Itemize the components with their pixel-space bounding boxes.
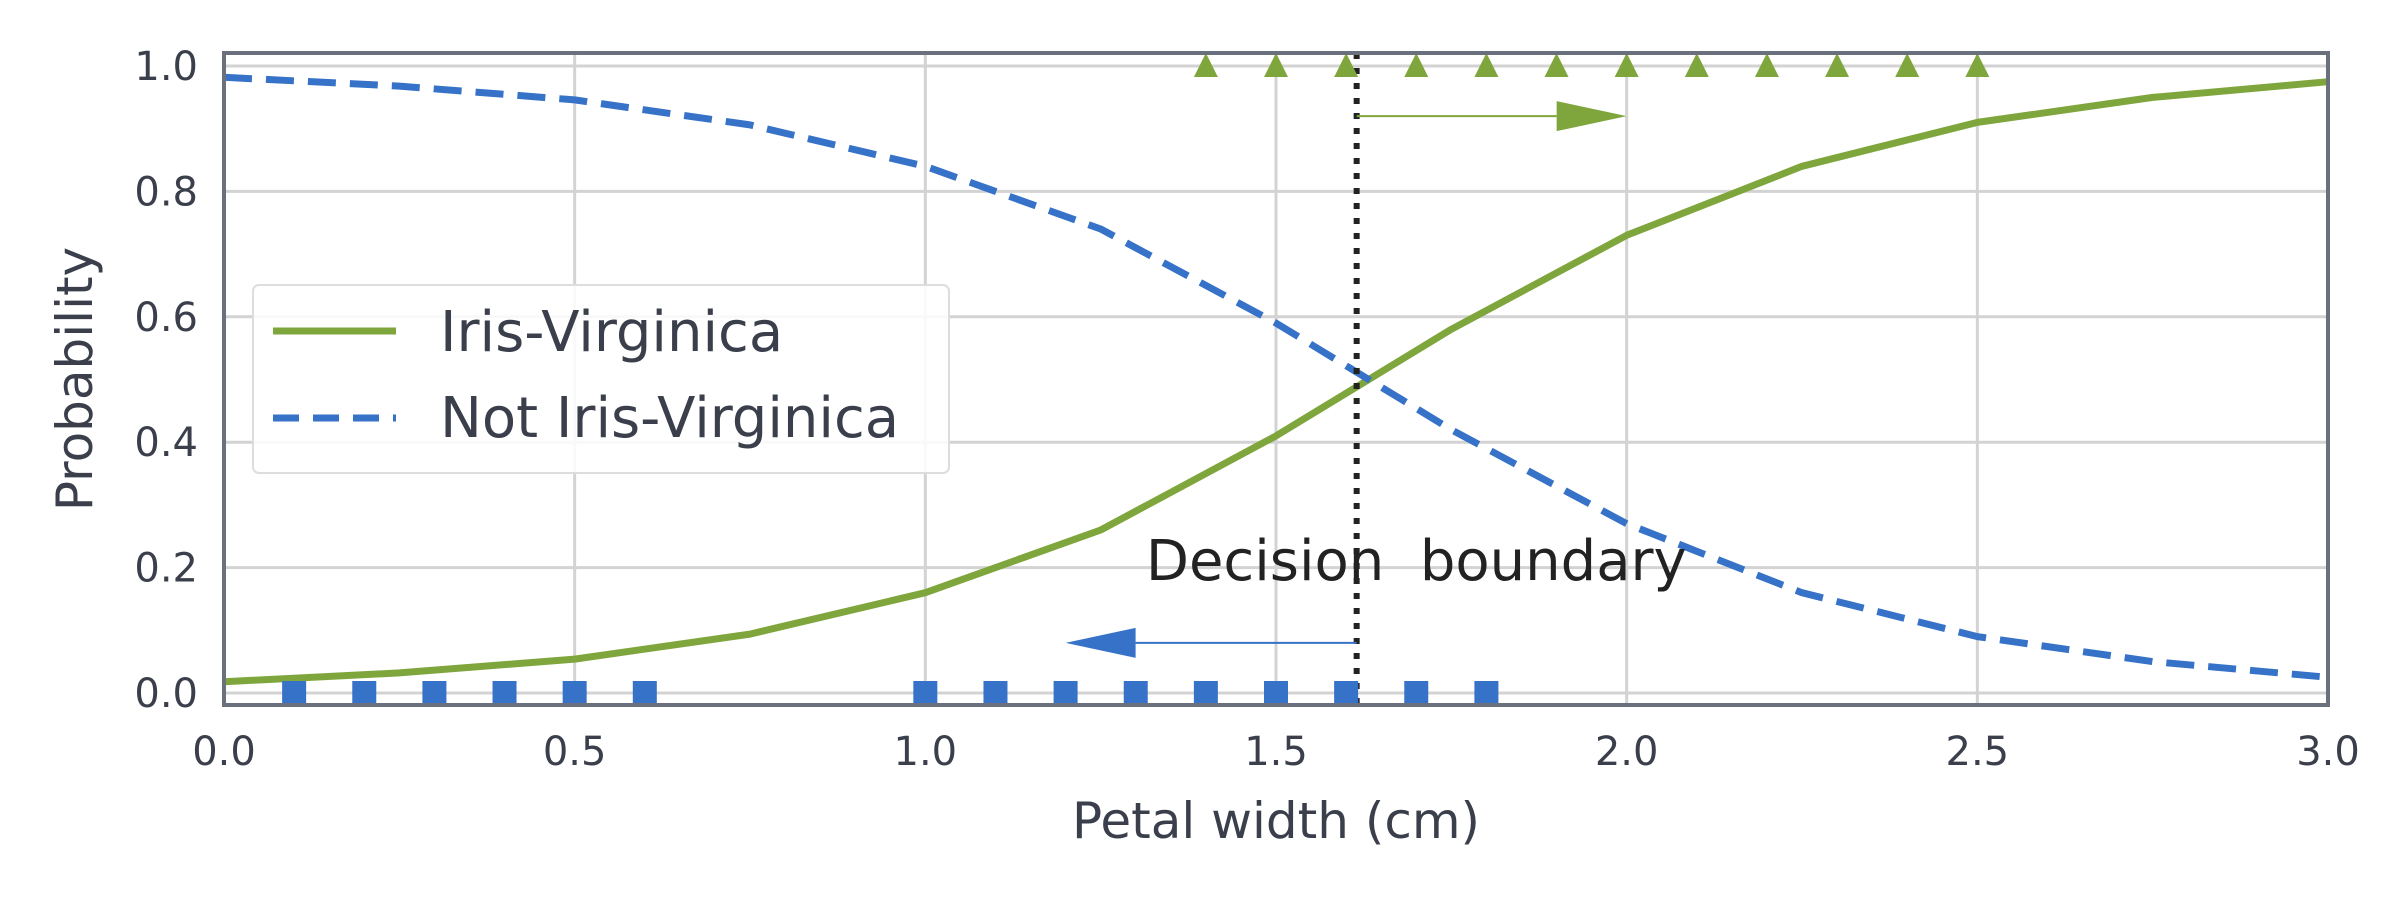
not-virginica-sample-marker	[352, 681, 377, 705]
virginica-sample-marker	[1544, 53, 1569, 77]
y-tick-label: 0.0	[134, 671, 198, 717]
not-virginica-sample-marker	[422, 681, 447, 705]
y-axis-label: Probability	[46, 247, 104, 511]
virginica-sample-marker	[1754, 53, 1779, 77]
not-virginica-sample-marker	[1264, 681, 1288, 705]
not-virginica-sample-marker	[1334, 681, 1359, 705]
virginica-sample-marker	[1684, 53, 1709, 77]
not-virginica-sample-marker	[562, 681, 587, 705]
not-virginica-sample-marker	[1404, 681, 1429, 705]
legend-label-virginica: Iris-Virginica	[440, 300, 783, 365]
arrow-head-left	[1065, 627, 1136, 658]
legend: Iris-Virginica Not Iris-Virginica	[252, 284, 950, 474]
x-tick-label: 2.0	[1595, 729, 1659, 775]
not-virginica-sample-marker	[1123, 681, 1148, 705]
legend-box	[252, 284, 950, 474]
virginica-sample-marker	[1474, 53, 1499, 77]
not-virginica-sample-marker	[1474, 681, 1499, 705]
x-tick-label: 0.0	[192, 729, 256, 775]
virginica-sample-marker	[1825, 53, 1850, 77]
not-virginica-sample-marker	[1193, 681, 1218, 705]
not-virginica-sample-marker	[913, 681, 938, 705]
arrow-head-right	[1556, 101, 1627, 132]
not-virginica-sample-marker	[1053, 681, 1078, 705]
direction-arrows	[1065, 101, 1627, 658]
probability-curves	[223, 73, 2329, 686]
not-virginica-sample-marker	[983, 681, 1008, 705]
y-tick-label: 1.0	[134, 44, 198, 90]
virginica-sample-marker	[1334, 53, 1359, 77]
series-line-virginica	[223, 78, 2329, 686]
y-axis-ticks: 0.0 0.2 0.4 0.6 0.8 1.0	[134, 44, 198, 717]
x-tick-label: 0.5	[543, 729, 607, 775]
virginica-sample-marker	[1264, 53, 1288, 77]
decision-boundary-label: Decision boundary	[1146, 529, 1687, 594]
x-tick-label: 1.5	[1244, 729, 1308, 775]
y-tick-label: 0.6	[134, 295, 198, 341]
not-virginica-sample-marker	[492, 681, 517, 705]
not-virginica-sample-marker	[282, 681, 307, 705]
not-virginica-sample-marker	[632, 681, 657, 705]
plot-frame	[222, 51, 2330, 707]
y-tick-label: 0.8	[134, 169, 198, 215]
legend-label-not-virginica: Not Iris-Virginica	[440, 386, 899, 451]
x-tick-label: 1.0	[894, 729, 958, 775]
sample-markers	[282, 53, 1990, 705]
x-axis-label: Petal width (cm)	[1072, 792, 1480, 850]
virginica-sample-marker	[1614, 53, 1639, 77]
x-axis-ticks: 0.0 0.5 1.0 1.5 2.0 2.5 3.0	[192, 729, 2360, 775]
y-tick-label: 0.2	[134, 546, 198, 592]
y-tick-label: 0.4	[134, 420, 198, 466]
virginica-sample-marker	[1404, 53, 1429, 77]
virginica-sample-marker	[1895, 53, 1920, 77]
x-tick-label: 2.5	[1946, 729, 2010, 775]
virginica-sample-marker	[1193, 53, 1218, 77]
x-tick-label: 3.0	[2296, 729, 2360, 775]
virginica-sample-marker	[1965, 53, 1990, 77]
series-line-not-virginica	[223, 73, 2329, 681]
